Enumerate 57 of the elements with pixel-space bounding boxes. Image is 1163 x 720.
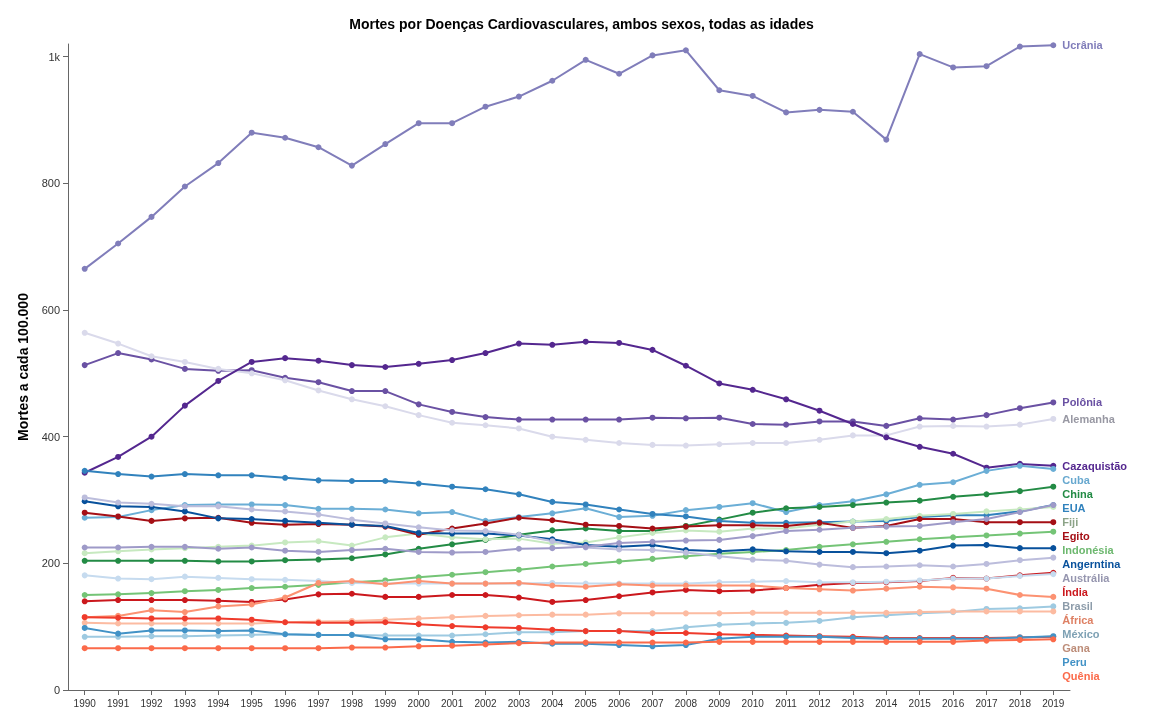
y-tick-label: 0: [53, 684, 60, 696]
y-tick-label: 600: [41, 304, 60, 316]
series-label: Cazaquistão: [1062, 459, 1128, 472]
y-tick-label: 800: [41, 177, 60, 190]
x-tick-label: 1995: [240, 697, 264, 709]
y-axis-title: Mortes a cada 100.000: [15, 292, 31, 441]
series-label: EUA: [1062, 501, 1086, 514]
x-tick-label: 2019: [1042, 697, 1065, 709]
text: Quênia: [1062, 669, 1101, 682]
series-label: Índia: [1062, 585, 1089, 598]
x-tick-label: 2017: [975, 697, 999, 709]
x-tick-label: 2002: [474, 697, 498, 709]
x-tick-label: 2007: [641, 697, 665, 709]
x-tick-label: 2012: [808, 697, 832, 709]
x-tick-label: 1997: [307, 697, 331, 709]
x-tick-label: 2015: [908, 697, 932, 709]
x-tick-label: 1992: [140, 697, 164, 709]
series-label: Cuba: [1062, 473, 1091, 486]
series-label: Austrália: [1062, 571, 1111, 584]
x-tick-label: 2003: [507, 697, 531, 709]
x-tick-label: 2008: [674, 697, 698, 709]
chart-title: Mortes por Doenças Cardiovasculares, ambos sexos, todas as idades: [349, 16, 814, 32]
series-label: Peru: [1062, 655, 1087, 668]
x-tick-label: 1998: [340, 697, 364, 709]
x-tick-label: 2018: [1008, 697, 1032, 709]
series-label: Angerntina: [1062, 557, 1122, 570]
x-tick-label: 2010: [741, 697, 765, 709]
x-tick-label: 2000: [407, 697, 431, 709]
x-tick-label: 2016: [941, 697, 965, 709]
x-tick-label: 1996: [273, 697, 297, 709]
x-tick-label: 2014: [875, 697, 898, 709]
series-label: Polônia: [1062, 396, 1103, 409]
x-tick-label: 2004: [541, 697, 564, 709]
x-tick-label: 1994: [207, 697, 230, 709]
x-tick-label: 2006: [607, 697, 631, 709]
text: Gana: [1062, 641, 1091, 654]
x-tick-label: 2001: [440, 697, 464, 709]
x-tick-label: 1990: [73, 697, 97, 709]
text: Brasil: [1062, 599, 1093, 612]
series-label: México: [1062, 627, 1100, 640]
x-tick-label: 1999: [374, 697, 397, 709]
x-tick-label: 2011: [775, 697, 798, 709]
series-label: Ucrânia: [1062, 39, 1104, 52]
y-tick-label: 400: [41, 430, 60, 443]
x-tick-label: 2013: [841, 697, 865, 709]
y-tick-label: 1k: [48, 50, 61, 63]
series-label: Fiji: [1062, 515, 1079, 528]
series-label: China: [1062, 487, 1094, 500]
x-tick-label: 2005: [574, 697, 598, 709]
x-tick-label: 1993: [173, 697, 197, 709]
series-label: África: [1062, 613, 1095, 626]
series-label: Indonésia: [1062, 543, 1115, 556]
series-label: Egito: [1062, 529, 1091, 542]
y-tick-label: 200: [41, 557, 60, 570]
series-label: Alemanha: [1062, 412, 1116, 425]
x-tick-label: 2009: [708, 697, 731, 709]
x-tick-label: 1991: [106, 697, 130, 709]
